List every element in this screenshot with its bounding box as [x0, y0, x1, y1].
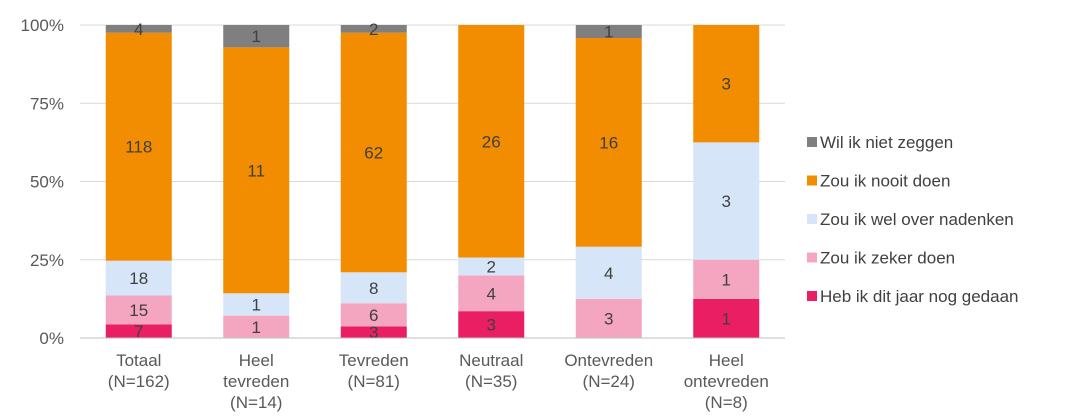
bar-segment: [105, 25, 172, 33]
data-label: 1: [604, 23, 613, 42]
bar-segment: [458, 25, 525, 258]
legend-label: Zou ik nooit doen: [820, 172, 950, 191]
legend-label: Wil ik niet zeggen: [820, 133, 953, 152]
x-axis: Totaal (N=162) Heel tevreden (N=14) Tevreden (…: [80, 337, 785, 412]
legend-swatch: [807, 252, 817, 263]
y-tick-label: 0%: [39, 329, 64, 348]
y-tick-label: 75%: [30, 94, 64, 113]
data-label: 1: [722, 309, 731, 328]
data-label: 3: [722, 192, 731, 211]
x-tick-label: (N=8): [705, 393, 748, 412]
bar-segment: [340, 25, 407, 33]
x-tick-label: Heel: [709, 351, 744, 370]
data-label: 3: [604, 309, 613, 328]
x-tick-label: Totaal: [116, 351, 161, 370]
legend-swatch: [807, 137, 817, 147]
bar-segment: [575, 298, 642, 338]
bar-segment: [693, 298, 760, 338]
bar-segment: [223, 293, 290, 316]
data-label: 118: [125, 138, 152, 157]
bar-segment: [575, 25, 642, 39]
legend-swatch: [807, 175, 817, 186]
bar-segment: [458, 275, 525, 312]
legend-swatch: [807, 291, 817, 301]
data-label: 8: [369, 279, 378, 298]
bar-segment: [693, 142, 760, 260]
data-label: 1: [252, 295, 261, 314]
data-label: 2: [487, 257, 496, 276]
y-tick-label: 100%: [21, 16, 64, 35]
data-label: 3: [369, 323, 378, 342]
data-label: 16: [599, 133, 618, 152]
bar-segment: [693, 259, 760, 299]
x-tick-label: (N=14): [230, 393, 282, 412]
data-label: 18: [129, 269, 148, 288]
bar-segment: [458, 311, 525, 338]
x-tick-label: Neutraal: [459, 351, 523, 370]
data-label: 4: [487, 284, 496, 303]
data-label: 62: [364, 144, 383, 163]
data-label: 1: [252, 27, 261, 46]
bar-segment: [693, 25, 760, 143]
bar-segment: [340, 303, 407, 327]
bar-segment: [223, 315, 290, 338]
bar-segment: [340, 32, 407, 273]
y-axis: 0% 25% 50% 75% 100%: [21, 16, 64, 348]
data-label: 3: [487, 316, 496, 335]
data-label: 3: [722, 75, 731, 94]
data-label: 4: [134, 20, 143, 39]
data-label: 7: [134, 322, 143, 341]
bar-segment: [340, 326, 407, 338]
bar-segment: [105, 32, 172, 261]
bar-segment: [105, 295, 172, 325]
x-tick-label: Ontevreden: [564, 351, 653, 370]
x-tick-label: Tevreden: [339, 351, 409, 370]
legend-label: Zou ik zeker doen: [820, 249, 955, 268]
legend-label: Heb ik dit jaar nog gedaan: [820, 287, 1018, 306]
data-label: 26: [482, 132, 501, 151]
y-tick-label: 50%: [30, 173, 64, 192]
x-tick-label: Heel: [239, 351, 274, 370]
legend-label: Zou ik wel over nadenken: [820, 210, 1014, 229]
data-label: 15: [129, 301, 148, 320]
x-tick-label: ontevreden: [684, 372, 769, 391]
gridlines: [80, 24, 785, 261]
bar-segment: [223, 47, 290, 294]
x-tick-label: (N=35): [465, 372, 517, 391]
x-tick-label: tevreden: [223, 372, 289, 391]
bar-segment: [575, 38, 642, 247]
data-label: 11: [247, 161, 265, 180]
bar-segment: [105, 324, 172, 338]
data-label: 4: [604, 264, 613, 283]
bar-segment: [105, 260, 172, 296]
x-tick-label: (N=24): [583, 372, 635, 391]
data-label: 2: [369, 20, 378, 39]
x-tick-label: (N=162): [108, 372, 170, 391]
x-tick-label: (N=81): [348, 372, 400, 391]
bar-segment: [575, 246, 642, 299]
bar-segment: [458, 257, 525, 276]
legend-swatch: [807, 214, 817, 224]
bar-segment: [223, 25, 290, 48]
bar-segment: [340, 272, 407, 304]
data-label: 6: [369, 306, 378, 325]
legend: Wil ik niet zeggen Zou ik nooit doen Zou i…: [807, 133, 1018, 306]
y-tick-label: 25%: [30, 251, 64, 270]
data-label: 1: [252, 318, 261, 337]
data-label: 1: [722, 270, 731, 289]
